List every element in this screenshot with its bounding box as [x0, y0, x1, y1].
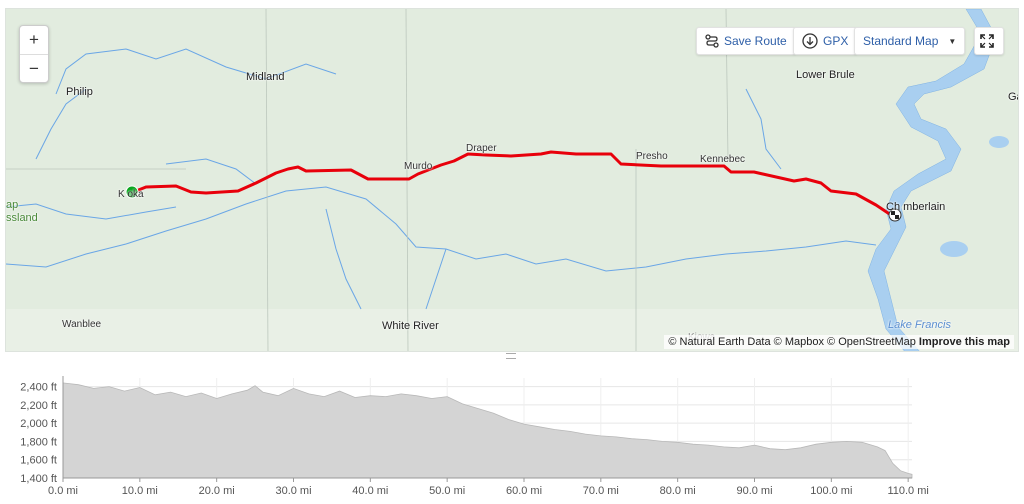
save-route-label: Save Route: [724, 34, 787, 48]
zoom-out-button[interactable]: −: [20, 54, 48, 82]
label-midland: Midland: [246, 71, 285, 83]
x-tick-label: 110.0 mi: [887, 485, 928, 497]
gpx-button[interactable]: GPX: [793, 27, 858, 55]
zoom-control: + −: [19, 25, 49, 83]
y-tick-label: 1,600 ft: [20, 455, 57, 467]
x-tick-label: 50.0 mi: [429, 485, 465, 497]
resize-handle[interactable]: [506, 353, 516, 359]
label-grassland-partial: ssland: [6, 212, 38, 224]
map-style-label: Standard Map: [863, 34, 939, 48]
label-white-river: White River: [382, 320, 439, 332]
attribution-mapbox[interactable]: © Mapbox: [773, 336, 824, 348]
save-route-button[interactable]: Save Route: [696, 27, 796, 55]
elevation-area: [62, 382, 913, 479]
x-tick-label: 40.0 mi: [352, 485, 388, 497]
label-lake-francis: Lake Francis: [888, 319, 951, 331]
x-tick-label: 0.0 mi: [48, 485, 78, 497]
fullscreen-icon: [979, 34, 994, 48]
map-base-layer: [6, 9, 1018, 351]
x-tick-label: 90.0 mi: [736, 485, 772, 497]
y-tick-label: 1,400 ft: [20, 473, 57, 485]
map-canvas[interactable]: Midland Philip Lower Brule Ga Draper Mur…: [5, 8, 1019, 352]
label-kadoka: K oka: [118, 189, 144, 200]
route-finish-marker: [888, 208, 902, 222]
label-map-partial: ap: [6, 199, 19, 211]
label-philip: Philip: [66, 86, 93, 98]
x-tick-label: 80.0 mi: [660, 485, 696, 497]
label-presho: Presho: [636, 151, 668, 162]
label-ga: Ga: [1008, 91, 1018, 103]
x-tick-label: 70.0 mi: [583, 485, 619, 497]
label-wanblee: Wanblee: [62, 319, 102, 330]
route-start-marker: [125, 185, 139, 199]
y-tick-label: 2,000 ft: [20, 418, 57, 430]
x-tick-label: 20.0 mi: [199, 485, 235, 497]
y-tick-label: 2,200 ft: [20, 400, 57, 412]
map-attribution: © Natural Earth Data © Mapbox © OpenStre…: [664, 335, 1014, 349]
attribution-osm[interactable]: © OpenStreetMap: [827, 336, 916, 348]
missouri-river: [867, 9, 997, 351]
y-tick-label: 1,800 ft: [20, 436, 57, 448]
label-lower-brule: Lower Brule: [796, 69, 855, 81]
route-icon: [705, 34, 719, 48]
zoom-in-button[interactable]: +: [29, 30, 39, 49]
y-tick-label: 2,400 ft: [20, 382, 57, 394]
chevron-down-icon: ▼: [948, 36, 957, 46]
attribution-natural-earth[interactable]: © Natural Earth Data: [668, 336, 771, 348]
x-tick-label: 30.0 mi: [275, 485, 311, 497]
x-tick-label: 100.0 mi: [810, 485, 852, 497]
fullscreen-button[interactable]: [974, 27, 1004, 55]
improve-map-link[interactable]: Improve this map: [918, 336, 1010, 348]
gpx-label: GPX: [823, 34, 849, 48]
label-draper: Draper: [466, 143, 497, 154]
elevation-profile[interactable]: 2,400 ft 2,200 ft 2,000 ft 1,800 ft 1,600 ft…: [0, 362, 1024, 504]
label-chamberlain: Ch mberlain: [886, 201, 946, 213]
route-line: [129, 150, 893, 217]
x-tick-label: 60.0 mi: [506, 485, 542, 497]
label-kennebec: Kennebec: [700, 154, 746, 165]
elevation-chart: 2,400 ft 2,200 ft 2,000 ft 1,800 ft 1,600 ft…: [20, 376, 929, 497]
map-style-dropdown[interactable]: Standard Map ▼: [854, 27, 966, 55]
label-murdo: Murdo: [404, 161, 433, 172]
download-icon: [802, 33, 818, 49]
x-tick-label: 10.0 mi: [122, 485, 158, 497]
